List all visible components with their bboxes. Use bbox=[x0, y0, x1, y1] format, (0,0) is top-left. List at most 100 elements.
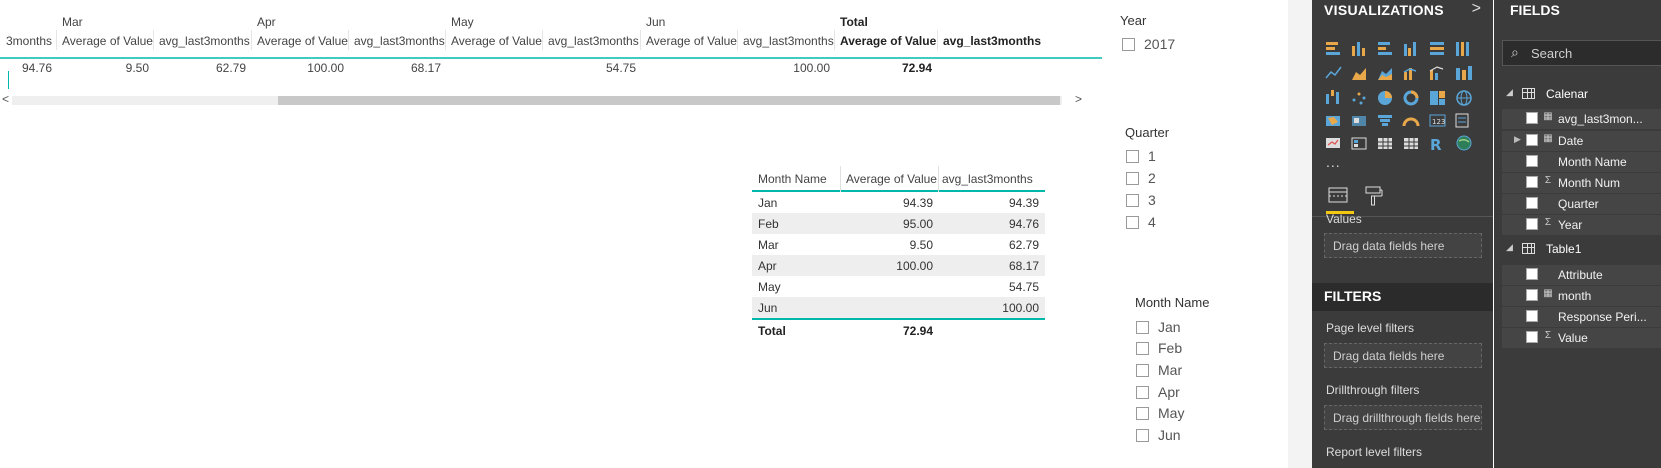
scroll-thumb[interactable] bbox=[278, 96, 1060, 105]
collapse-icon[interactable]: ◢ bbox=[1506, 242, 1513, 252]
collapse-icon[interactable]: ◢ bbox=[1506, 87, 1513, 97]
column-divider bbox=[938, 166, 939, 192]
field-checkbox[interactable] bbox=[1526, 289, 1538, 301]
slicer-option[interactable]: May bbox=[1136, 405, 1184, 421]
field-checkbox[interactable] bbox=[1526, 218, 1538, 230]
field-item[interactable]: ▶ ▦ Date bbox=[1502, 131, 1661, 151]
slicer-option[interactable]: Feb bbox=[1136, 340, 1182, 356]
matrix-column-header[interactable]: avg_last3months bbox=[159, 34, 250, 48]
checkbox[interactable] bbox=[1126, 215, 1139, 229]
table-column-header[interactable]: Average of Value bbox=[846, 172, 937, 186]
field-checkbox[interactable] bbox=[1526, 176, 1538, 188]
r-visual-icon: R bbox=[1430, 136, 1442, 154]
matrix-column-header[interactable]: Average of Value bbox=[840, 34, 937, 48]
matrix-column-header[interactable]: Average of Value bbox=[451, 34, 542, 48]
matrix-column-header[interactable]: Average of Value bbox=[646, 34, 737, 48]
collapse-chevron-icon[interactable]: > bbox=[1471, 0, 1481, 17]
table-cell: 68.17 bbox=[1008, 259, 1039, 273]
horizontal-scrollbar[interactable]: < > bbox=[0, 92, 1090, 106]
multi-row-card-icon bbox=[1455, 113, 1469, 128]
visual-type-gallery[interactable]: 123 R bbox=[1324, 38, 1488, 154]
checkbox[interactable] bbox=[1136, 320, 1149, 334]
slicer-option-label: Feb bbox=[1158, 340, 1183, 356]
checkbox[interactable] bbox=[1122, 37, 1135, 51]
field-item[interactable]: Σ Year bbox=[1502, 215, 1661, 235]
field-item[interactable]: Quarter bbox=[1502, 194, 1661, 214]
slicer-option[interactable]: 4 bbox=[1126, 214, 1156, 230]
slicer-option[interactable]: 2 bbox=[1126, 170, 1156, 186]
field-item[interactable]: ▦ month bbox=[1502, 286, 1661, 306]
field-item[interactable]: Response Peri... bbox=[1502, 307, 1661, 327]
more-visuals-icon[interactable]: ... bbox=[1326, 154, 1341, 170]
slicer-option[interactable]: Jan bbox=[1136, 319, 1181, 335]
slicer-option[interactable]: 3 bbox=[1126, 192, 1156, 208]
matrix-column-header[interactable]: avg_last3months bbox=[548, 34, 639, 48]
slicer-option[interactable]: Mar bbox=[1136, 362, 1182, 378]
table-column-header[interactable]: Month Name bbox=[758, 172, 827, 186]
matrix-column-header[interactable]: 3months bbox=[6, 34, 53, 48]
column-divider bbox=[348, 30, 349, 50]
matrix-column-header[interactable]: Average of Value bbox=[62, 34, 153, 48]
format-tab[interactable] bbox=[1362, 184, 1390, 214]
map-icon bbox=[1456, 90, 1472, 106]
field-item[interactable]: ▦ avg_last3mon... bbox=[1502, 109, 1661, 129]
checkbox[interactable] bbox=[1136, 428, 1149, 442]
slicer-option[interactable]: Apr bbox=[1136, 384, 1180, 400]
stacked-area-chart-icon bbox=[1378, 68, 1392, 80]
field-checkbox[interactable] bbox=[1526, 268, 1538, 280]
drillthrough-drop-zone[interactable]: Drag drillthrough fields here bbox=[1324, 405, 1482, 430]
column-divider bbox=[937, 30, 938, 50]
expand-icon[interactable]: ▶ bbox=[1514, 134, 1521, 144]
ribbon-chart-icon bbox=[1456, 66, 1472, 80]
page-filters-drop-zone[interactable]: Drag data fields here bbox=[1324, 343, 1482, 368]
matrix-column-header[interactable]: avg_last3months bbox=[743, 34, 834, 48]
slicer-option[interactable]: 2017 bbox=[1122, 36, 1175, 52]
fields-search-input[interactable]: ⌕ Search bbox=[1502, 40, 1661, 66]
table-column-header[interactable]: avg_last3months bbox=[942, 172, 1033, 186]
line-and-column-chart-icon bbox=[1403, 68, 1417, 80]
matrix-visual[interactable]: Mar Apr May Jun Total 3months Average of… bbox=[0, 12, 1102, 89]
column-divider bbox=[56, 30, 57, 50]
table-row: Jan 94.39 94.39 bbox=[752, 192, 1045, 213]
field-item[interactable]: Σ Value bbox=[1502, 328, 1661, 348]
matrix-column-header[interactable]: avg_last3months bbox=[943, 34, 1042, 48]
matrix-column-header[interactable]: avg_last3months bbox=[354, 34, 445, 48]
visualizations-pane[interactable]: VISUALIZATIONS > 123 R bbox=[1312, 0, 1493, 468]
checkbox[interactable] bbox=[1126, 149, 1139, 163]
fields-tab[interactable] bbox=[1326, 184, 1354, 214]
table-cell: 94.39 bbox=[902, 196, 933, 210]
matrix-column-header[interactable]: Average of Value bbox=[257, 34, 348, 48]
field-table[interactable]: ◢ Calenar bbox=[1494, 84, 1661, 104]
slicer-option[interactable]: Jun bbox=[1136, 427, 1181, 443]
checkbox[interactable] bbox=[1126, 171, 1139, 185]
checkbox[interactable] bbox=[1136, 341, 1149, 355]
checkbox[interactable] bbox=[1136, 406, 1149, 420]
row-marker bbox=[8, 71, 9, 89]
field-table[interactable]: ◢ Table1 bbox=[1494, 239, 1661, 259]
clustered-column-chart-icon bbox=[1404, 42, 1416, 56]
pane-tabs[interactable] bbox=[1312, 180, 1493, 217]
report-canvas[interactable]: Mar Apr May Jun Total 3months Average of… bbox=[0, 0, 1288, 468]
slicer-option[interactable]: 1 bbox=[1126, 148, 1156, 164]
checkbox[interactable] bbox=[1136, 363, 1149, 377]
field-item[interactable]: Attribute bbox=[1502, 265, 1661, 285]
filters-title: FILTERS bbox=[1324, 288, 1382, 304]
field-item[interactable]: Month Name bbox=[1502, 152, 1661, 172]
field-checkbox[interactable] bbox=[1526, 331, 1538, 343]
field-checkbox[interactable] bbox=[1526, 197, 1538, 209]
field-checkbox[interactable] bbox=[1526, 112, 1538, 124]
table-visual[interactable]: Month Name Average of Value avg_last3mon… bbox=[752, 166, 1045, 339]
checkbox[interactable] bbox=[1136, 385, 1149, 399]
matrix-cell: 94.76 bbox=[21, 61, 52, 75]
field-checkbox[interactable] bbox=[1526, 134, 1538, 146]
checkbox[interactable] bbox=[1126, 193, 1139, 207]
values-drop-zone[interactable]: Drag data fields here bbox=[1324, 233, 1482, 258]
slicer-option-label: 2017 bbox=[1144, 36, 1176, 52]
field-checkbox[interactable] bbox=[1526, 155, 1538, 167]
fields-pane[interactable]: FIELDS ⌕ Search ◢ Calenar ▦ avg_last3mon… bbox=[1494, 0, 1661, 468]
scroll-right-arrow[interactable]: > bbox=[1075, 92, 1083, 106]
scroll-left-arrow[interactable]: < bbox=[2, 92, 10, 106]
field-checkbox[interactable] bbox=[1526, 310, 1538, 322]
column-divider bbox=[737, 30, 738, 50]
field-item[interactable]: Σ Month Num bbox=[1502, 173, 1661, 193]
